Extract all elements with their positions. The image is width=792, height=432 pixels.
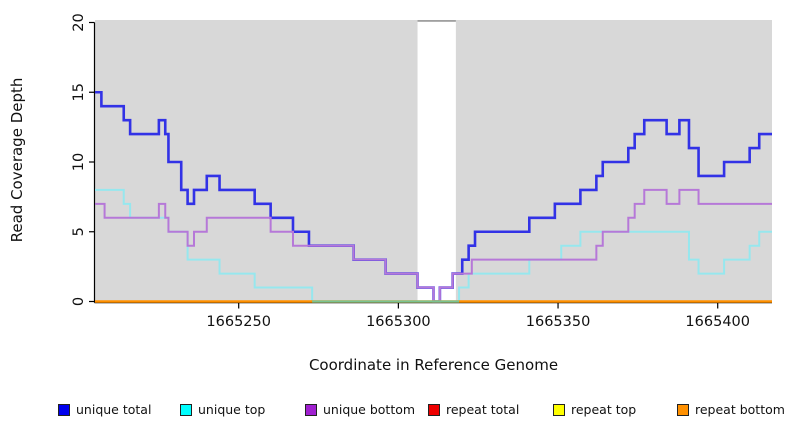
series-unique-bottom [95,188,772,303]
y-tick-label: 5 [71,227,87,236]
legend-label: unique bottom [323,402,416,417]
y-tick-label: 20 [71,13,87,31]
legend-item-unique-total: unique total [58,400,152,417]
legend-swatch-repeat-bottom [677,404,689,416]
legend-item-repeat-bottom: repeat bottom [677,400,785,417]
legend-item-repeat-total: repeat total [428,400,520,417]
legend-label: unique top [198,402,266,417]
legend-label: repeat bottom [695,402,785,417]
x-tick-label: 1665250 [206,314,271,330]
legend-swatch-repeat-total [428,404,440,416]
x-axis-title: Coordinate in Reference Genome [308,356,559,374]
legend-item-repeat-top: repeat top [553,400,637,417]
legend-label: unique total [76,402,152,417]
legend-swatch-unique-total [58,404,70,416]
x-tick-label: 1665300 [366,314,431,330]
legend-item-unique-top: unique top [180,400,266,417]
legend-swatch-unique-top [180,404,192,416]
legend-label: repeat total [446,402,520,417]
legend-label: repeat top [571,402,637,417]
x-tick-label: 1665350 [526,314,591,330]
legend-swatch-unique-bottom [305,404,317,416]
y-axis-title: Read Coverage Depth [8,77,26,243]
y-tick-label: 15 [71,83,87,101]
chart-legend: unique total unique top unique bottom repea… [0,400,792,422]
gap-band [417,21,456,302]
legend-swatch-repeat-top [553,404,565,416]
legend-item-unique-bottom: unique bottom [305,400,416,417]
y-tick-label: 10 [71,153,87,171]
y-tick-label: 0 [71,297,87,306]
x-tick-label: 1665400 [685,314,750,330]
